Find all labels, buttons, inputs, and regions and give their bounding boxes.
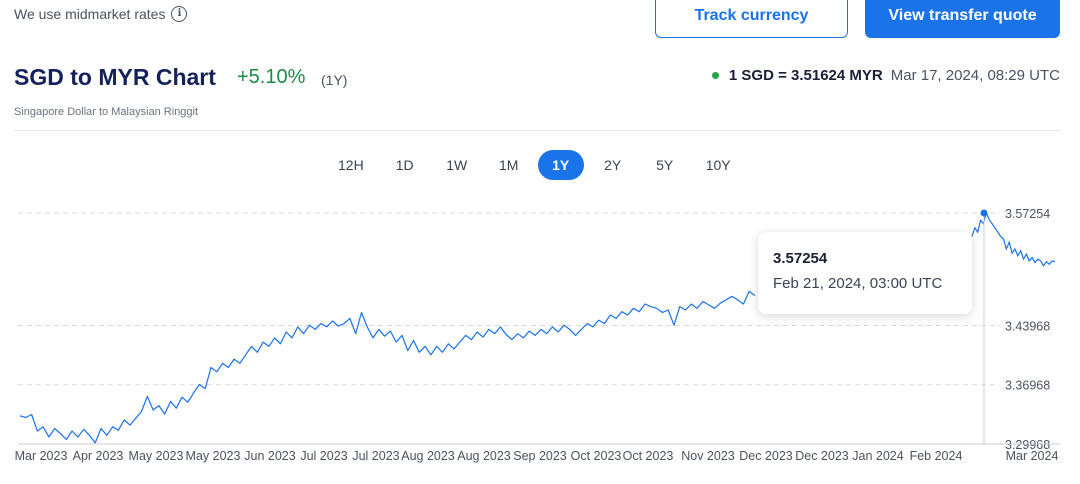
x-tick-label: Dec 2023 <box>739 449 793 463</box>
x-tick-label: Jul 2023 <box>352 449 399 463</box>
x-tick-label: Aug 2023 <box>457 449 511 463</box>
x-tick-label: Oct 2023 <box>623 449 674 463</box>
y-tick-label: 3.29968 <box>1005 438 1050 452</box>
change-percent: +5.10% <box>237 66 306 88</box>
chart-tooltip: 3.57254 Feb 21, 2024, 03:00 UTC <box>758 232 972 314</box>
x-tick-label: Jul 2023 <box>300 449 347 463</box>
x-tick-label: Apr 2023 <box>73 449 124 463</box>
range-button-1w[interactable]: 1W <box>446 157 468 173</box>
x-tick-label: May 2023 <box>129 449 184 463</box>
y-tick-label: 3.43968 <box>1005 319 1050 333</box>
range-button-12h[interactable]: 12H <box>338 157 364 173</box>
range-button-10y[interactable]: 10Y <box>705 157 731 173</box>
current-rate: 1 SGD = 3.51624 MYR Mar 17, 2024, 08:29 … <box>711 67 1060 84</box>
tooltip-value: 3.57254 <box>773 250 828 267</box>
range-button-2y[interactable]: 2Y <box>604 157 622 173</box>
x-tick-label: Oct 2023 <box>571 449 622 463</box>
pair-subtitle: Singapore Dollar to Malaysian Ringgit <box>14 106 199 118</box>
tooltip-time: Feb 21, 2024, 03:00 UTC <box>773 275 943 292</box>
y-tick-label: 3.57254 <box>1005 207 1050 221</box>
x-tick-label: May 2023 <box>186 449 241 463</box>
x-tick-label: Jan 2024 <box>852 449 903 463</box>
rate-timestamp: Mar 17, 2024, 08:29 UTC <box>890 67 1060 84</box>
x-tick-label: Nov 2023 <box>681 449 735 463</box>
live-dot-icon <box>711 72 719 79</box>
range-button-5y[interactable]: 5Y <box>656 157 674 173</box>
highlight-point[interactable] <box>980 209 988 217</box>
x-tick-label: Aug 2023 <box>401 449 455 463</box>
info-icon[interactable]: i <box>171 6 188 22</box>
range-selector: 12H 1D 1W 1M 1Y 2Y 5Y 10Y <box>326 150 749 182</box>
page-title: SGD to MYR Chart <box>14 64 216 90</box>
range-button-1m[interactable]: 1M <box>498 157 519 173</box>
midmarket-rates-note[interactable]: We use midmarket rates i <box>14 6 188 22</box>
rate-line <box>19 290 756 444</box>
x-tick-label: Feb 2024 <box>910 449 963 463</box>
x-tick-label: Mar 2024 <box>1006 449 1059 463</box>
x-tick-label: Jun 2023 <box>244 449 295 463</box>
x-tick-label: Mar 2023 <box>15 449 68 463</box>
range-button-1y[interactable]: 1Y <box>537 150 584 180</box>
view-transfer-quote-button[interactable]: View transfer quote <box>865 0 1060 38</box>
top-bar: We use midmarket rates i Track currency … <box>0 0 1080 44</box>
x-tick-label: Sep 2023 <box>513 449 567 463</box>
range-button-1d[interactable]: 1D <box>395 157 414 173</box>
y-tick-label: 3.36968 <box>1005 379 1050 393</box>
track-currency-button[interactable]: Track currency <box>655 0 848 38</box>
x-tick-label: Dec 2023 <box>795 449 849 463</box>
change-period: (1Y) <box>321 72 348 88</box>
rates-note-text: We use midmarket rates <box>14 6 166 22</box>
rate-value: 1 SGD = 3.51624 MYR <box>728 67 883 84</box>
rate-chart[interactable]: 3.57254 3.43968 3.36968 3.29968 Mar 2023 Apr … <box>0 195 1080 484</box>
divider <box>14 130 1060 131</box>
